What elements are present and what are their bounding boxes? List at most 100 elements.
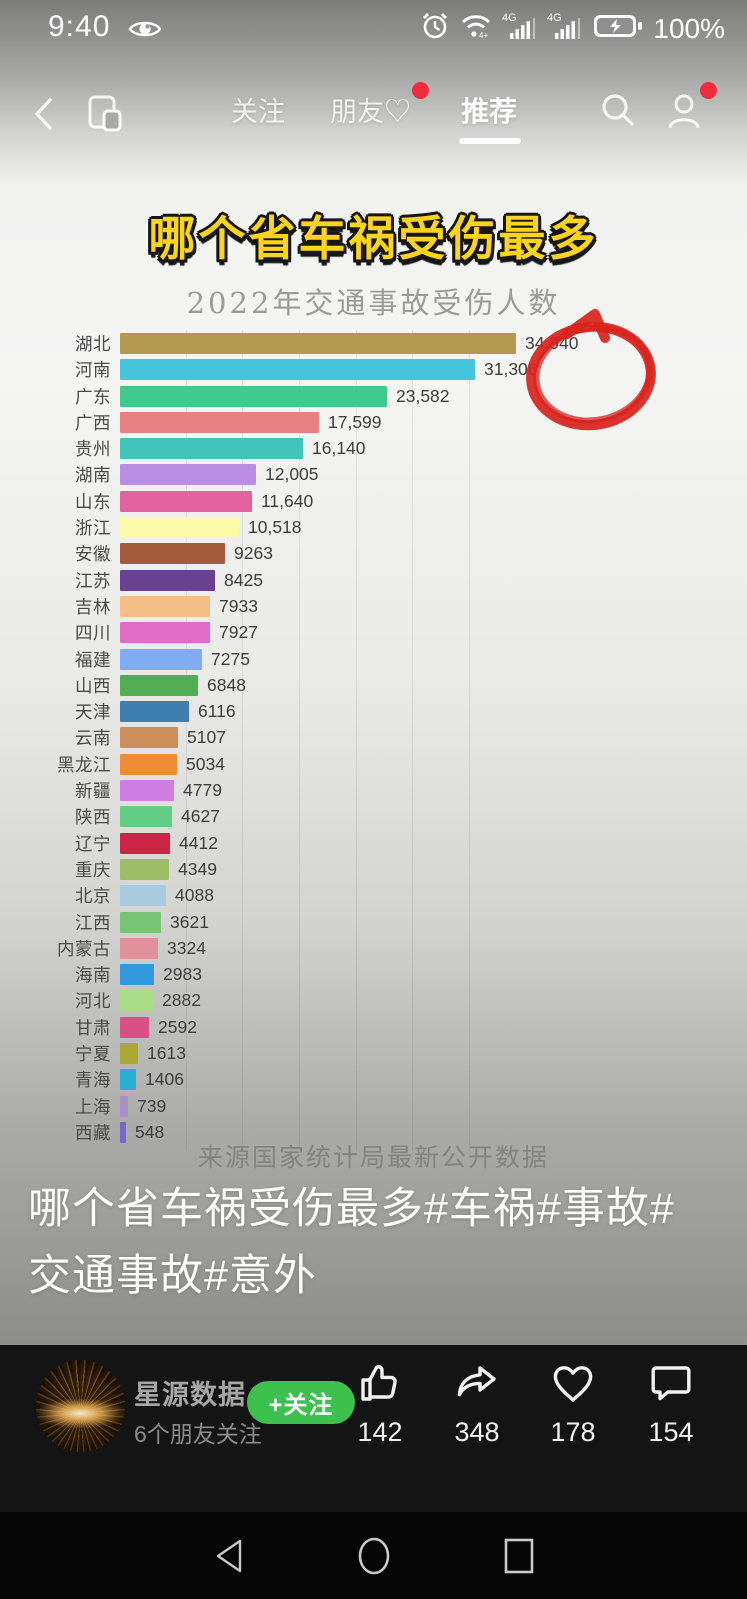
gridline <box>469 330 470 1150</box>
video-surface[interactable] <box>0 0 747 1345</box>
gridline <box>242 330 243 1150</box>
engagement-bar: 星源数据 6个朋友关注 +关注 142 348 178 154 <box>0 1345 747 1512</box>
back-icon[interactable] <box>30 94 56 139</box>
province-bar <box>120 990 153 1012</box>
header-nav: 关注 朋友♡ 推荐 <box>0 82 747 152</box>
province-label: 西藏 <box>75 1122 111 1143</box>
value-label: 23,582 <box>396 385 450 406</box>
province-bar <box>120 648 202 670</box>
tab-follow[interactable]: 关注 <box>231 97 285 127</box>
chart-row: 江西 3621 <box>0 911 747 933</box>
value-label: 9263 <box>234 543 273 564</box>
like-count: 142 <box>357 1417 403 1447</box>
chart-row: 山西 6848 <box>0 674 747 696</box>
wifi-icon: 4+ <box>459 11 493 46</box>
favorite-button[interactable]: 178 <box>528 1359 618 1448</box>
province-bar <box>120 543 225 565</box>
chart-row: 宁夏 1613 <box>0 1043 747 1065</box>
province-bar <box>120 780 174 802</box>
chart-row: 海南 2983 <box>0 964 747 986</box>
value-label: 17,599 <box>328 411 382 432</box>
province-label: 山东 <box>75 491 111 512</box>
chart-row: 广西 17,599 <box>0 411 747 433</box>
province-bar <box>120 517 239 539</box>
android-back-button[interactable] <box>212 1537 246 1575</box>
province-label: 新疆 <box>75 781 111 802</box>
value-label: 2882 <box>162 990 201 1011</box>
province-label: 内蒙古 <box>57 938 111 959</box>
province-label: 青海 <box>75 1070 111 1091</box>
province-bar <box>120 595 210 617</box>
svg-text:4+: 4+ <box>479 31 488 40</box>
province-bar <box>120 1121 126 1143</box>
value-label: 548 <box>135 1121 165 1142</box>
province-bar <box>120 1095 128 1117</box>
signal-4g-icon: 4G <box>502 10 538 47</box>
province-label: 重庆 <box>75 859 111 880</box>
province-bar <box>120 490 252 512</box>
chart-row: 四川 7927 <box>0 622 747 644</box>
chart-row: 重庆 4349 <box>0 858 747 880</box>
chart-row: 新疆 4779 <box>0 780 747 802</box>
svg-text:4G: 4G <box>547 12 562 24</box>
province-bar <box>120 964 154 986</box>
author-username[interactable]: 星源数据 <box>134 1380 246 1410</box>
multiwindow-icon[interactable] <box>84 92 126 139</box>
comment-button[interactable]: 154 <box>626 1359 716 1448</box>
province-label: 天津 <box>75 702 111 723</box>
province-bar <box>120 727 178 749</box>
province-label: 吉林 <box>75 596 111 617</box>
value-label: 1406 <box>145 1069 184 1090</box>
battery-icon <box>592 11 644 46</box>
province-bar <box>120 359 475 381</box>
province-label: 北京 <box>75 886 111 907</box>
chart-row: 浙江 10,518 <box>0 517 747 539</box>
province-bar <box>120 1016 149 1038</box>
heart-icon <box>553 1366 593 1402</box>
chart-row: 江苏 8425 <box>0 569 747 591</box>
province-bar <box>120 753 177 775</box>
like-button[interactable]: 142 <box>335 1359 425 1448</box>
chart-row: 西藏 548 <box>0 1121 747 1143</box>
android-home-button[interactable] <box>356 1535 392 1577</box>
province-bar <box>120 911 161 933</box>
active-tab-underline <box>459 138 521 144</box>
chart-row: 上海 739 <box>0 1095 747 1117</box>
chart-row: 甘肃 2592 <box>0 1016 747 1038</box>
province-bar <box>120 858 169 880</box>
value-label: 5034 <box>186 753 225 774</box>
signal-4g-icon-2: 4G <box>547 10 583 47</box>
follow-button[interactable]: +关注 <box>247 1381 355 1424</box>
province-bar <box>120 464 256 486</box>
android-recents-button[interactable] <box>502 1536 536 1576</box>
chart-row: 福建 7275 <box>0 648 747 670</box>
data-source-note: 来源国家统计局最新公开数据 <box>197 1143 549 1172</box>
chart-row: 山东 11,640 <box>0 490 747 512</box>
alarm-icon <box>420 11 450 46</box>
tab-recommend[interactable]: 推荐 <box>461 96 518 127</box>
tab-friends[interactable]: 朋友♡ <box>330 97 411 127</box>
province-bar <box>120 806 172 828</box>
author-avatar[interactable] <box>36 1360 125 1452</box>
province-label: 陕西 <box>75 807 111 828</box>
province-label: 广东 <box>75 386 111 407</box>
android-nav-bar <box>0 1512 747 1599</box>
value-label: 12,005 <box>265 464 319 485</box>
search-icon[interactable] <box>598 90 638 135</box>
friends-badge <box>412 82 429 99</box>
province-label: 甘肃 <box>75 1017 111 1038</box>
gridline <box>356 330 357 1150</box>
video-headline: 哪个省车祸受伤最多 <box>148 212 599 265</box>
province-bar <box>120 411 319 433</box>
value-label: 10,518 <box>248 517 302 538</box>
profile-icon[interactable] <box>664 90 708 137</box>
comment-bubble-icon <box>651 1366 691 1401</box>
chart-rows: 湖北 34,940 河南 31,306 广东 23,582 广西 17,599 贵州 16,140… <box>0 333 747 1148</box>
province-label: 云南 <box>75 728 111 749</box>
share-button[interactable]: 348 <box>432 1359 522 1448</box>
value-label: 5107 <box>187 727 226 748</box>
value-label: 7927 <box>219 622 258 643</box>
value-label: 7933 <box>219 595 258 616</box>
gridline <box>299 330 300 1150</box>
